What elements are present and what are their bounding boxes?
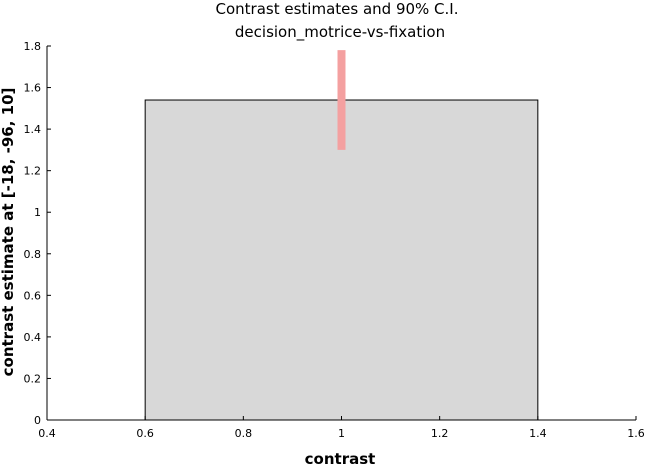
y-tick-label-7: 1.4 (24, 123, 42, 136)
x-tick-label-5: 1.4 (529, 427, 547, 440)
y-tick-label-6: 1.2 (24, 165, 42, 178)
y-tick-label-3: 0.6 (24, 289, 42, 302)
y-tick-label-2: 0.4 (24, 331, 42, 344)
chart-title-line-2: decision_motrice-vs-fixation (235, 23, 445, 42)
y-tick-label-8: 1.6 (24, 82, 42, 95)
bar-0 (144, 99, 539, 421)
y-tick-label-5: 1 (34, 206, 41, 219)
y-tick-label-9: 1.8 (24, 40, 42, 53)
x-tick-label-3: 1 (338, 427, 345, 440)
x-tick-label-0: 0.4 (38, 427, 56, 440)
plot-area: 0.4 0.6 0.8 1 1.2 1.4 1.6 0 0.2 0.4 0.6 0.8 1 1.2 1.4 1… (24, 40, 645, 440)
x-tick-label-6: 1.6 (627, 427, 645, 440)
y-tick-label-1: 0.2 (24, 372, 42, 385)
y-tick-label-4: 0.8 (24, 248, 42, 261)
chart-title-line-1: Contrast estimates and 90% C.I. (216, 0, 459, 18)
y-axis-label: contrast estimate at [-18, -96, 10] (0, 88, 17, 377)
x-axis-label: contrast (305, 450, 376, 467)
y-tick-label-0: 0 (34, 414, 41, 427)
x-tick-label-4: 1.2 (431, 427, 449, 440)
x-tick-label-2: 0.8 (235, 427, 253, 440)
x-tick-label-1: 0.6 (136, 427, 154, 440)
